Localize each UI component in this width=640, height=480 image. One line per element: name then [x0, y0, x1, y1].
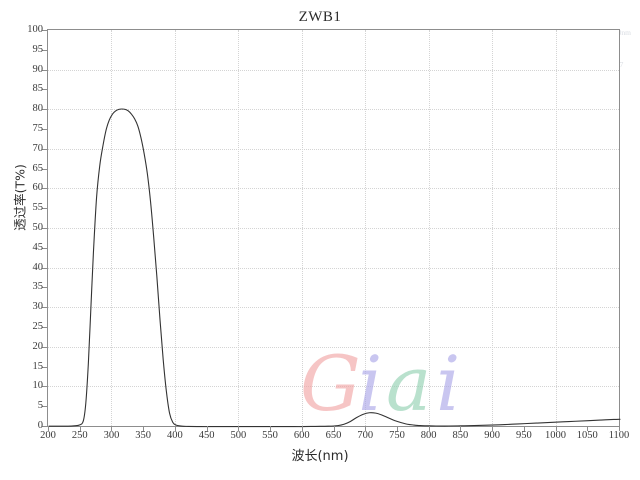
grid-line-horizontal	[48, 188, 619, 190]
x-tick-label: 1050	[576, 430, 598, 441]
x-tick-label: 250	[71, 430, 88, 441]
x-tick-label: 400	[167, 430, 183, 441]
x-tick-label: 900	[484, 430, 500, 441]
y-tick-label: 55	[32, 202, 44, 214]
x-tick	[206, 426, 208, 431]
grid-lines	[48, 30, 619, 426]
y-tick	[42, 148, 48, 150]
y-tick-label: 90	[32, 63, 44, 75]
x-tick-label: 200	[40, 430, 56, 441]
x-tick-label: 450	[198, 430, 215, 441]
grid-line-horizontal	[48, 386, 619, 388]
y-tick	[42, 287, 48, 289]
y-tick-label: 60	[32, 182, 44, 194]
y-tick-label: 15	[32, 360, 44, 372]
y-tick-label: 30	[32, 301, 44, 313]
y-tick	[42, 168, 48, 170]
y-tick	[42, 228, 48, 229]
y-tick-label: 70	[32, 142, 44, 154]
y-tick	[42, 366, 48, 368]
x-tick	[270, 426, 272, 431]
x-tick	[555, 426, 557, 431]
x-tick	[238, 426, 240, 431]
x-tick-label: 650	[325, 430, 342, 441]
x-tick	[460, 426, 462, 431]
plot-area	[42, 29, 621, 431]
x-tick	[48, 426, 49, 431]
x-tick-label: 750	[389, 430, 405, 441]
y-tick-label: 80	[32, 103, 44, 115]
y-tick	[42, 69, 48, 71]
x-tick	[333, 426, 335, 431]
y-tick	[42, 129, 48, 130]
y-tick	[42, 406, 48, 408]
y-tick-label: 5	[37, 400, 43, 412]
grid-line-horizontal	[48, 228, 619, 229]
y-tick-label: 65	[32, 162, 44, 174]
y-axis-tick-labels: 0 5 10 15 20 25 30 35 40 45 50 55 60 65 70 75 80 85 90 95 10…	[11, 24, 44, 430]
y-tick-label: 35	[32, 281, 44, 293]
y-tick	[42, 386, 48, 388]
x-tick-label: 350	[135, 430, 152, 441]
data-curve	[48, 30, 621, 428]
x-tick	[174, 426, 176, 431]
y-tick	[42, 307, 48, 309]
x-tick-label: 600	[293, 430, 310, 441]
x-tick-label: 500	[230, 430, 247, 441]
page-title: ZWB1	[298, 9, 342, 25]
y-tick-label: 0	[37, 420, 43, 431]
grid-line-horizontal	[48, 148, 619, 150]
x-tick	[301, 426, 303, 431]
y-tick-label: 95	[32, 43, 44, 55]
y-tick	[42, 208, 48, 210]
x-tick	[492, 426, 494, 431]
y-tick-label: 75	[32, 123, 44, 134]
x-tick-label: 850	[452, 430, 469, 441]
y-tick-label: 25	[32, 321, 44, 332]
x-tick	[587, 426, 589, 431]
y-tick	[42, 267, 48, 269]
y-tick-label: 20	[32, 340, 44, 352]
x-axis-tick-labels: 200 250 300 350 400 450 500 550 600 650 700 750 800 8…	[40, 430, 629, 444]
y-tick-label: 10	[32, 380, 44, 392]
y-tick	[42, 109, 48, 111]
x-tick	[143, 426, 145, 431]
grid-line-horizontal	[48, 109, 619, 111]
x-tick	[111, 426, 113, 431]
grid-line-horizontal	[48, 69, 619, 71]
y-tick	[42, 89, 48, 91]
grid-line-horizontal	[48, 267, 619, 269]
x-tick-label: 950	[515, 430, 532, 441]
y-tick	[42, 247, 48, 249]
x-tick	[396, 426, 398, 431]
x-tick-label: 1000	[545, 430, 567, 441]
y-tick	[42, 49, 48, 51]
x-tick	[619, 426, 620, 431]
x-tick	[79, 426, 81, 431]
x-tick-label: 700	[357, 430, 374, 441]
x-tick	[428, 426, 430, 431]
y-tick-label: 40	[32, 261, 44, 273]
y-tick-label: 45	[32, 241, 44, 253]
y-tick-label: 100	[27, 24, 43, 35]
y-tick	[42, 188, 48, 190]
y-tick	[42, 30, 48, 31]
x-tick	[523, 426, 525, 431]
y-tick	[42, 426, 48, 427]
y-tick-label: 85	[32, 83, 44, 95]
y-tick	[42, 346, 48, 348]
x-axis-title: 波长(nm)	[291, 449, 349, 464]
y-axis-title: 透过率(T%)	[12, 164, 28, 231]
y-tick	[42, 327, 48, 328]
x-tick-label: 1100	[608, 430, 630, 441]
grid-line-horizontal	[48, 346, 619, 348]
x-tick-label: 550	[262, 430, 278, 441]
x-tick-label: 800	[420, 430, 437, 441]
x-tick	[365, 426, 367, 431]
transmittance-curve	[48, 108, 621, 428]
x-tick-label: 300	[103, 430, 120, 441]
grid-line-horizontal	[48, 307, 619, 309]
y-tick-label: 50	[32, 222, 44, 233]
